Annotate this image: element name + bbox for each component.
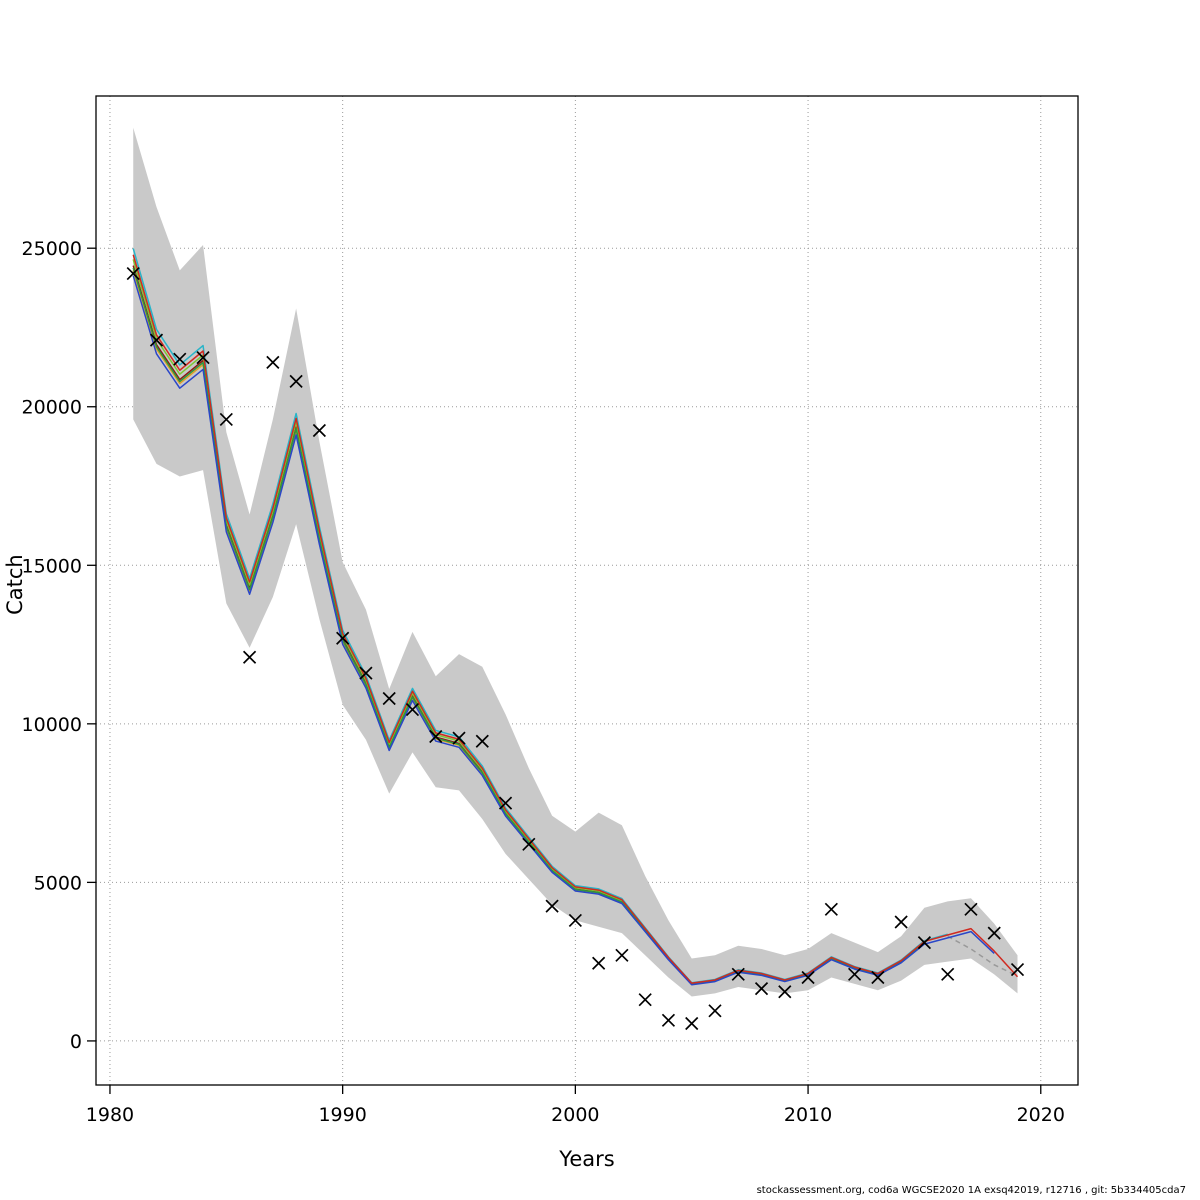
observation-x-marker [964, 902, 978, 916]
y-tick-label: 20000 [22, 397, 82, 419]
observation-x-marker [848, 967, 862, 981]
axis-ticks [87, 247, 1042, 1094]
observation-x-marker [754, 982, 769, 996]
y-tick-label: 5000 [34, 872, 82, 894]
observation-x-marker [638, 993, 652, 1007]
observation-x-marker [382, 691, 396, 706]
observation-x-marker [359, 666, 373, 680]
confidence-band [133, 127, 1018, 997]
observed-catch-markers [126, 266, 1025, 1031]
observation-x-marker [1010, 962, 1025, 977]
observation-x-marker [405, 702, 420, 717]
x-tick-label: 1990 [318, 1104, 366, 1126]
observation-x-marker [708, 1004, 722, 1018]
observation-x-marker [522, 837, 536, 851]
observation-x-marker [196, 350, 210, 365]
observation-x-marker [498, 796, 513, 810]
observation-x-marker [987, 926, 1001, 940]
y-tick-label: 15000 [22, 555, 82, 577]
observation-x-marker [219, 412, 233, 427]
x-tick-label: 1980 [86, 1104, 134, 1126]
footer-attribution: stockassessment.org, cod6a WGCSE2020 1A … [756, 1185, 1186, 1196]
observation-x-marker [824, 902, 838, 916]
observation-x-marker [173, 352, 187, 366]
observation-x-marker [592, 956, 606, 970]
observation-x-marker [615, 948, 629, 962]
observation-x-marker [731, 967, 745, 981]
observation-x-marker [801, 970, 815, 985]
observation-x-marker [149, 333, 164, 347]
observation-x-marker [568, 913, 582, 928]
observation-x-marker [941, 967, 955, 981]
observation-x-marker [894, 915, 908, 929]
observation-x-marker [475, 734, 489, 748]
x-tick-label: 2020 [1017, 1104, 1065, 1126]
observation-x-marker [452, 731, 466, 745]
plot-border [95, 95, 1079, 1086]
forecast-dashed-line [947, 935, 1018, 977]
retro-line-2019 [132, 254, 1019, 984]
observation-x-marker [312, 423, 326, 438]
observation-x-marker [685, 1016, 699, 1031]
x-tick-label: 2010 [784, 1104, 832, 1126]
observation-x-marker [429, 729, 443, 744]
y-axis-label: Catch [3, 554, 27, 615]
x-tick-label: 2000 [551, 1104, 599, 1126]
observation-x-marker [126, 266, 140, 281]
observation-x-marker [661, 1013, 676, 1027]
y-tick-label: 0 [70, 1031, 82, 1053]
observation-x-marker [289, 374, 303, 388]
y-tick-label: 25000 [22, 238, 82, 260]
observation-x-marker [266, 355, 280, 369]
observation-x-marker [871, 970, 885, 985]
observation-x-marker [242, 650, 257, 664]
observation-x-marker [917, 936, 932, 950]
y-tick-label: 10000 [22, 714, 82, 736]
tick-labels: 1980 1990 2000 2010 2020 0 5000 10000 15000 20000… [22, 238, 1065, 1126]
observation-x-marker [545, 899, 559, 913]
observation-x-marker [336, 631, 350, 645]
x-axis-label: Years [558, 1147, 614, 1171]
observation-x-marker [778, 985, 792, 999]
retro-line-2018 [132, 275, 995, 986]
